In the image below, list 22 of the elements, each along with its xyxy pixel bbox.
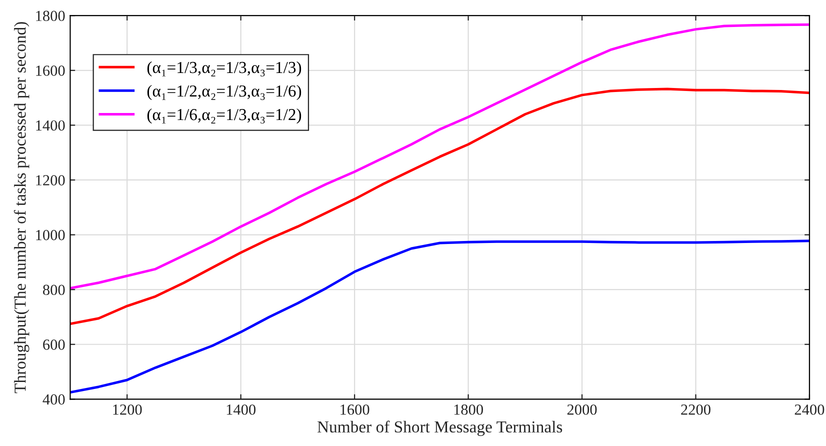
y-tick-label: 800 <box>43 284 65 296</box>
legend-label: (α₁=1/3,α₂=1/3,α₃=1/3) <box>147 61 302 77</box>
x-tick-label: 1400 <box>226 404 256 415</box>
y-tick-label: 1600 <box>36 66 65 76</box>
y-tick-label: 1000 <box>36 230 65 240</box>
x-tick-label: 2000 <box>567 404 597 415</box>
y-tick-label: 1800 <box>36 10 65 22</box>
x-axis-title: Number of Short Message Terminals <box>317 420 562 436</box>
legend-label: (α₁=1/6,α₂=1/3,α₃=1/2) <box>147 108 302 124</box>
y-tick-label: 1400 <box>36 120 65 131</box>
line-series <box>70 240 810 394</box>
line-series <box>70 23 810 290</box>
y-tick-label: 400 <box>42 394 65 405</box>
y-tick-label: 600 <box>43 340 65 350</box>
x-tick-label: 2400 <box>794 404 824 415</box>
x-tick-label: 2200 <box>681 404 710 415</box>
x-tick-label: 1600 <box>340 404 370 415</box>
y-axis-title: Throughput(The number of tasks processed per second) <box>14 22 30 394</box>
legend-label: (α₁=1/2,α₂=1/3,α₃=1/6) <box>147 84 302 100</box>
x-tick-label: 1200 <box>113 404 142 415</box>
y-tick-label: 1200 <box>36 175 65 186</box>
x-tick-label: 1800 <box>454 404 483 415</box>
